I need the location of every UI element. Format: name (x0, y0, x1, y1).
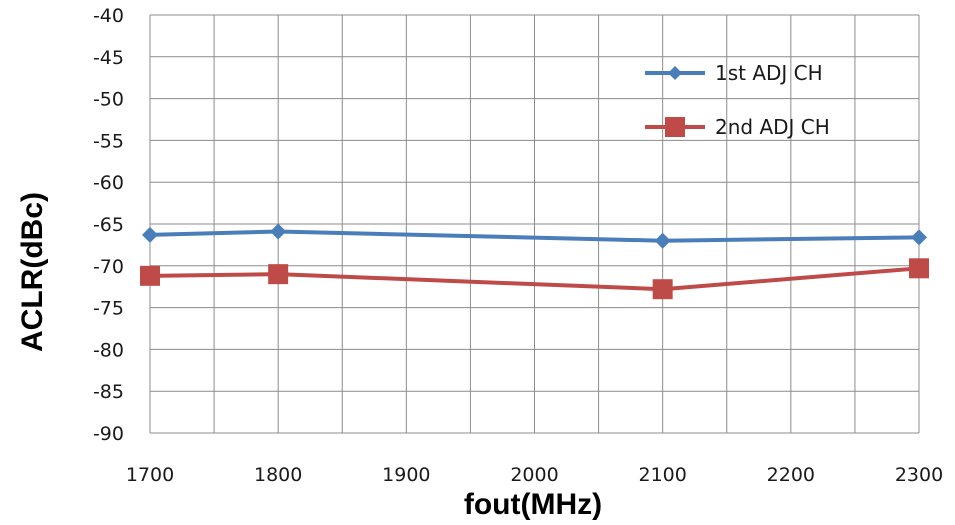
y-tick-label: -65 (93, 214, 124, 236)
legend-label: 1st ADJ CH (715, 61, 823, 85)
x-tick-label: 2100 (638, 464, 686, 486)
x-tick-label: 1900 (382, 464, 430, 486)
data-point (654, 232, 671, 249)
y-tick-label: -85 (93, 381, 124, 403)
grid (149, 14, 920, 434)
series-line (149, 266, 920, 292)
data-point (652, 279, 673, 300)
legend-item-1: 1st ADJ CH (645, 61, 823, 85)
legend-item-2: 2nd ADJ CH (645, 115, 830, 139)
y-axis-ticks: -40 -45 -50 -55 -60 -65 -70 -75 -80 -85 -90 (93, 5, 124, 445)
x-axis-title: fout(MHz) (464, 488, 602, 521)
data-point (140, 265, 160, 286)
series-line (149, 229, 920, 243)
x-tick-label: 2300 (895, 464, 943, 486)
data-point (909, 258, 929, 279)
y-tick-label: -80 (93, 339, 124, 361)
legend: 1st ADJ CH 2nd ADJ CH (645, 61, 830, 139)
data-point (911, 229, 927, 246)
x-tick-label: 2000 (510, 464, 558, 486)
y-tick-label: -45 (93, 47, 124, 69)
legend-label: 2nd ADJ CH (715, 115, 830, 139)
data-point (142, 226, 158, 243)
y-tick-label: -50 (93, 89, 124, 111)
legend-marker (665, 117, 685, 137)
y-axis-title: ACLR(dBc) (16, 192, 49, 352)
y-tick-label: -40 (93, 5, 124, 27)
x-axis-ticks: 1700 1800 1900 2000 2100 2200 2300 (126, 464, 943, 486)
data-point (268, 264, 289, 285)
legend-marker (668, 66, 682, 80)
y-tick-label: -60 (93, 172, 124, 194)
y-tick-label: -90 (93, 423, 124, 445)
x-tick-label: 2200 (767, 464, 815, 486)
series-2 (140, 258, 929, 300)
y-tick-label: -55 (93, 130, 124, 152)
x-tick-label: 1800 (254, 464, 302, 486)
y-tick-label: -75 (93, 298, 124, 320)
x-tick-label: 1700 (126, 464, 174, 486)
y-tick-label: -70 (93, 256, 124, 278)
data-point (270, 223, 287, 240)
series-1 (142, 223, 927, 249)
series-layer (140, 223, 929, 300)
